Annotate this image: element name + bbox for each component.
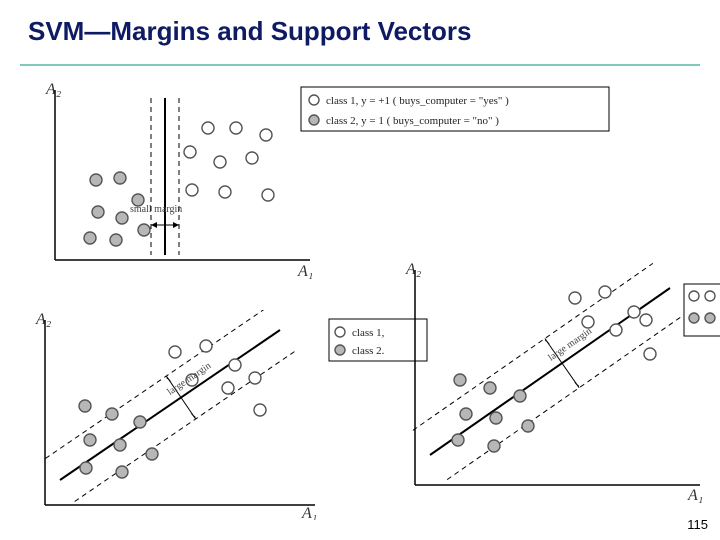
- panel-small-margin: A₂ A₁ small margin: [40, 80, 320, 280]
- svg-text:class 2, y = 1 ( buys_compu: class 2, y = 1 ( buys_computer = "no" ): [326, 115, 499, 127]
- svg-text:A₁: A₁: [301, 505, 317, 520]
- page-title: SVM—Margins and Support Vectors: [28, 16, 472, 47]
- title-underline: [20, 64, 700, 66]
- panel-large-margin-left: A₂ A₁ large margin: [30, 310, 330, 520]
- svg-text:class 1,: class 1,: [352, 327, 385, 339]
- svg-text:A₁: A₁: [687, 487, 703, 504]
- axis-y-label: A₂: [45, 81, 62, 98]
- svg-text:A₂: A₂: [405, 261, 422, 278]
- svg-text:class 2.: class 2.: [352, 345, 385, 357]
- svg-text:class 1, y = +1 ( buys_compu: class 1, y = +1 ( buys_computer = "yes" …: [326, 95, 509, 107]
- axis-x-label: A₁: [297, 263, 313, 280]
- page-number: 115: [687, 517, 708, 532]
- legend-main: class 1, y = +1 ( buys_computer = "yes" …: [300, 86, 610, 136]
- svg-text:A₂: A₂: [35, 311, 52, 328]
- panel-large-margin-right: A₂ A₁ large margin: [400, 260, 720, 510]
